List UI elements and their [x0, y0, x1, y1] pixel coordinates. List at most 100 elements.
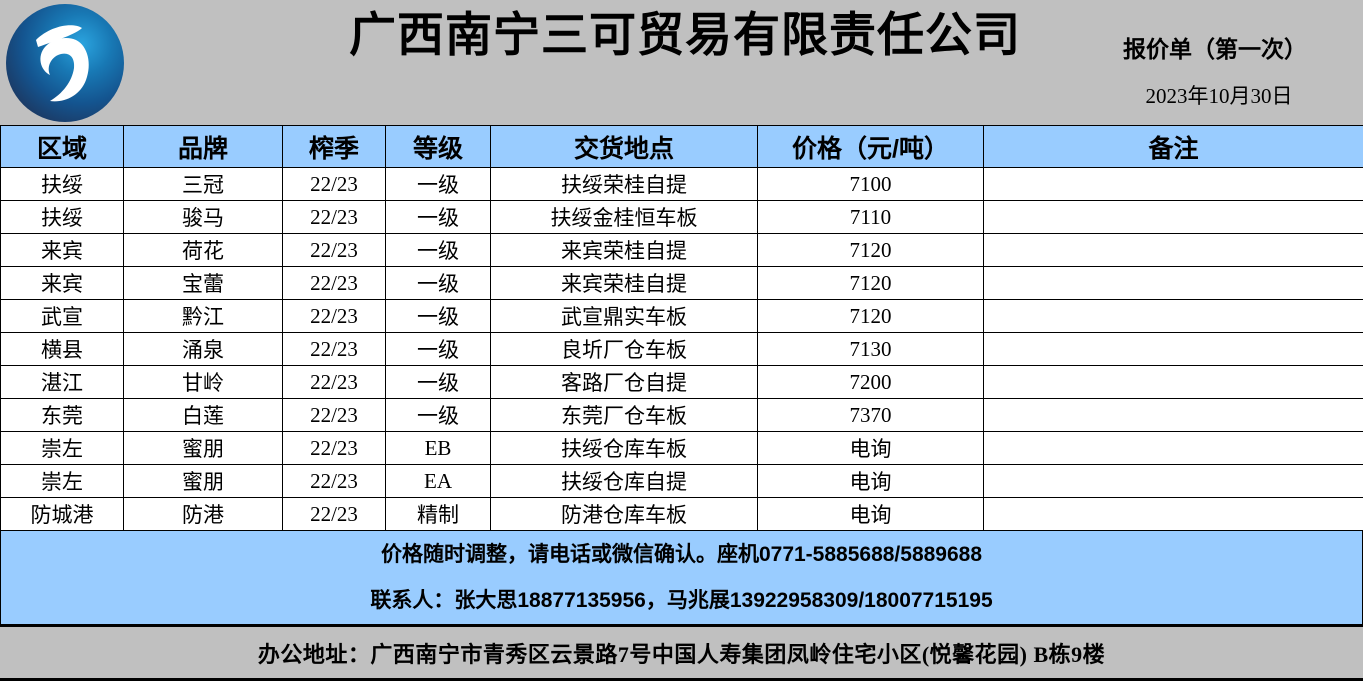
cell-note — [984, 399, 1363, 432]
cell-region: 武宣 — [1, 300, 124, 333]
cell-grade: EA — [386, 465, 491, 498]
cell-brand: 荷花 — [124, 234, 283, 267]
document-type-label: 报价单（第一次） — [1090, 30, 1340, 64]
cell-season: 22/23 — [283, 267, 386, 300]
cell-price: 7120 — [758, 267, 984, 300]
cell-season: 22/23 — [283, 234, 386, 267]
cell-brand: 蜜朋 — [124, 432, 283, 465]
table-row: 崇左 蜜朋 22/23 EB 扶绥仓库车板 电询 — [1, 432, 1363, 465]
cell-region: 扶绥 — [1, 201, 124, 234]
column-header-price: 价格（元/吨） — [758, 126, 984, 168]
table-row: 横县 涌泉 22/23 一级 良圻厂仓车板 7130 — [1, 333, 1363, 366]
cell-price: 7100 — [758, 168, 984, 201]
cell-brand: 骏马 — [124, 201, 283, 234]
table-row: 崇左 蜜朋 22/23 EA 扶绥仓库自提 电询 — [1, 465, 1363, 498]
cell-season: 22/23 — [283, 300, 386, 333]
page-title: 广西南宁三可贸易有限责任公司 — [285, 6, 1085, 64]
cell-region: 来宾 — [1, 234, 124, 267]
cell-delivery-place: 东莞厂仓车板 — [491, 399, 758, 432]
table-row: 武宣 黔江 22/23 一级 武宣鼎实车板 7120 — [1, 300, 1363, 333]
cell-season: 22/23 — [283, 399, 386, 432]
column-header-delivery-place: 交货地点 — [491, 126, 758, 168]
cell-grade: 一级 — [386, 399, 491, 432]
company-sphere-logo-icon — [6, 4, 124, 122]
note-price-adjust: 价格随时调整，请电话或微信确认。座机0771-5885688/5889688 — [381, 532, 982, 578]
cell-delivery-place: 扶绥仓库自提 — [491, 465, 758, 498]
cell-delivery-place: 来宾荣桂自提 — [491, 234, 758, 267]
cell-delivery-place: 扶绥仓库车板 — [491, 432, 758, 465]
column-header-brand: 品牌 — [124, 126, 283, 168]
note-contacts: 联系人：张大思18877135956，马兆展13922958309/180077… — [370, 578, 992, 624]
cell-delivery-place: 良圻厂仓车板 — [491, 333, 758, 366]
cell-delivery-place: 防港仓库车板 — [491, 498, 758, 531]
cell-note — [984, 168, 1363, 201]
cell-brand: 蜜朋 — [124, 465, 283, 498]
cell-brand: 三冠 — [124, 168, 283, 201]
address-block: 办公地址：广西南宁市青秀区云景路7号中国人寿集团凤岭住宅小区(悦馨花园) B栋9… — [0, 627, 1363, 681]
cell-grade: 一级 — [386, 234, 491, 267]
cell-grade: 一级 — [386, 366, 491, 399]
cell-grade: 一级 — [386, 300, 491, 333]
cell-note — [984, 432, 1363, 465]
cell-delivery-place: 来宾荣桂自提 — [491, 267, 758, 300]
cell-price: 7370 — [758, 399, 984, 432]
cell-region: 横县 — [1, 333, 124, 366]
cell-season: 22/23 — [283, 168, 386, 201]
cell-note — [984, 465, 1363, 498]
notes-block: 价格随时调整，请电话或微信确认。座机0771-5885688/5889688 联… — [0, 531, 1363, 627]
cell-price: 7200 — [758, 366, 984, 399]
cell-brand: 防港 — [124, 498, 283, 531]
cell-brand: 黔江 — [124, 300, 283, 333]
price-table: 区域 品牌 榨季 等级 交货地点 价格（元/吨） 备注 扶绥 三冠 22/23 … — [0, 125, 1363, 531]
cell-price: 7130 — [758, 333, 984, 366]
cell-grade: 精制 — [386, 498, 491, 531]
cell-season: 22/23 — [283, 432, 386, 465]
cell-brand: 白莲 — [124, 399, 283, 432]
cell-season: 22/23 — [283, 498, 386, 531]
cell-price: 7120 — [758, 300, 984, 333]
cell-note — [984, 366, 1363, 399]
cell-season: 22/23 — [283, 333, 386, 366]
cell-price: 电询 — [758, 498, 984, 531]
cell-season: 22/23 — [283, 465, 386, 498]
cell-region: 崇左 — [1, 465, 124, 498]
cell-price: 7110 — [758, 201, 984, 234]
cell-delivery-place: 客路厂仓自提 — [491, 366, 758, 399]
cell-brand: 甘岭 — [124, 366, 283, 399]
table-header-row: 区域 品牌 榨季 等级 交货地点 价格（元/吨） 备注 — [1, 126, 1363, 168]
cell-delivery-place: 扶绥金桂恒车板 — [491, 201, 758, 234]
table-row: 来宾 荷花 22/23 一级 来宾荣桂自提 7120 — [1, 234, 1363, 267]
cell-note — [984, 267, 1363, 300]
table-row: 东莞 白莲 22/23 一级 东莞厂仓车板 7370 — [1, 399, 1363, 432]
column-header-region: 区域 — [1, 126, 124, 168]
cell-note — [984, 201, 1363, 234]
column-header-note: 备注 — [984, 126, 1363, 168]
cell-grade: 一级 — [386, 168, 491, 201]
cell-delivery-place: 扶绥荣桂自提 — [491, 168, 758, 201]
cell-season: 22/23 — [283, 201, 386, 234]
cell-note — [984, 498, 1363, 531]
column-header-grade: 等级 — [386, 126, 491, 168]
cell-region: 来宾 — [1, 267, 124, 300]
table-row: 扶绥 三冠 22/23 一级 扶绥荣桂自提 7100 — [1, 168, 1363, 201]
office-address: 办公地址：广西南宁市青秀区云景路7号中国人寿集团凤岭住宅小区(悦馨花园) B栋9… — [258, 637, 1105, 669]
cell-region: 防城港 — [1, 498, 124, 531]
cell-grade: EB — [386, 432, 491, 465]
column-header-season: 榨季 — [283, 126, 386, 168]
cell-region: 扶绥 — [1, 168, 124, 201]
table-row: 防城港 防港 22/23 精制 防港仓库车板 电询 — [1, 498, 1363, 531]
cell-price: 电询 — [758, 432, 984, 465]
cell-note — [984, 300, 1363, 333]
page-header: 广西南宁三可贸易有限责任公司 报价单（第一次） 2023年10月30日 — [0, 0, 1363, 125]
cell-region: 东莞 — [1, 399, 124, 432]
document-date: 2023年10月30日 — [1090, 80, 1348, 110]
cell-brand: 涌泉 — [124, 333, 283, 366]
cell-price: 7120 — [758, 234, 984, 267]
cell-brand: 宝蕾 — [124, 267, 283, 300]
cell-grade: 一级 — [386, 201, 491, 234]
cell-season: 22/23 — [283, 366, 386, 399]
cell-region: 崇左 — [1, 432, 124, 465]
cell-grade: 一级 — [386, 267, 491, 300]
cell-delivery-place: 武宣鼎实车板 — [491, 300, 758, 333]
